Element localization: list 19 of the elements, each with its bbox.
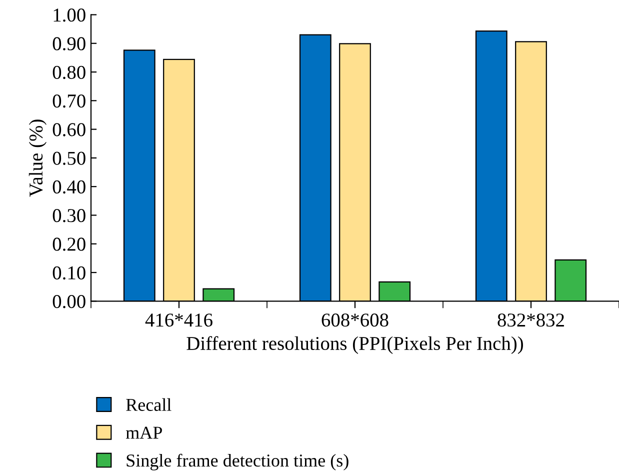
x-tick-label: 832*832 [498,314,564,327]
y-axis-title: Value (%) [28,120,47,197]
y-tick-label: 0.10 [52,266,86,280]
y-tick-label: 0.00 [52,294,86,308]
legend-label: Single frame detection time (s) [126,454,348,470]
y-tick-label: 0.70 [52,94,86,108]
y-tick-label: 0.40 [52,180,86,194]
y-tick-label: 0.20 [52,238,86,251]
legend-label: mAP [126,426,162,439]
legend-label: Recall [126,398,172,411]
y-tick-label: 0.30 [52,209,86,222]
y-tick-label: 0.80 [52,66,86,80]
x-axis-title: Different resolutions (PPI(Pixels Per Inch)) [186,336,523,354]
y-tick-label: 0.50 [52,152,86,165]
y-tick-label: 1.00 [54,8,86,22]
y-tick-label: 0.90 [52,37,86,50]
x-tick-label: 416*416 [145,314,212,327]
x-tick-label: 608*608 [322,314,388,327]
y-tick-label: 0.60 [52,123,86,136]
